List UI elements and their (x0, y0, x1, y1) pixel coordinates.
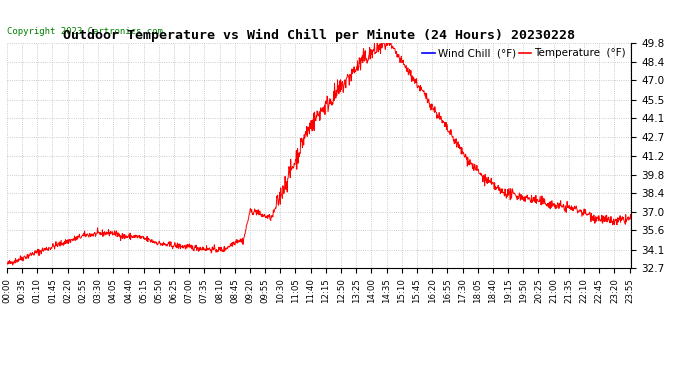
Legend: Wind Chill  (°F), Temperature  (°F): Wind Chill (°F), Temperature (°F) (422, 48, 626, 58)
Title: Outdoor Temperature vs Wind Chill per Minute (24 Hours) 20230228: Outdoor Temperature vs Wind Chill per Mi… (63, 29, 575, 42)
Text: Copyright 2023 Cartronics.com: Copyright 2023 Cartronics.com (7, 27, 163, 36)
